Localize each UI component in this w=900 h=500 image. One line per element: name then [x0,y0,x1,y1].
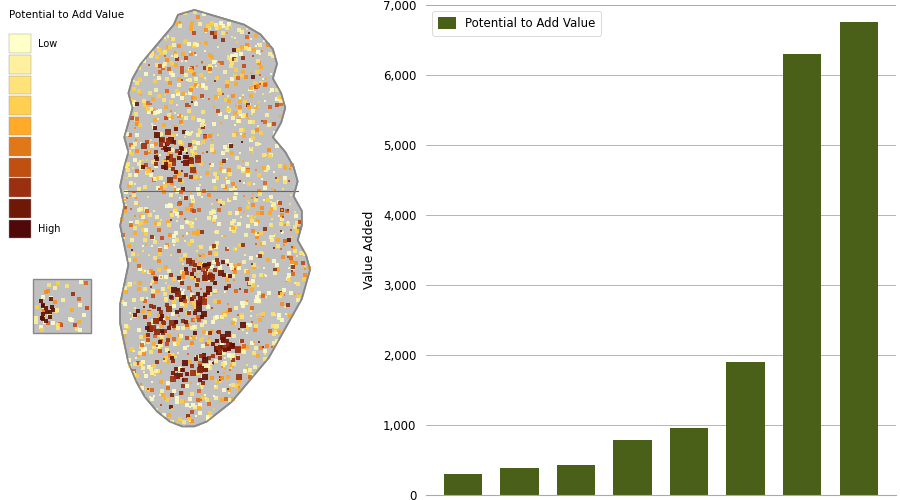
Bar [9,199,32,218]
Bar [9,96,32,115]
Bar [9,178,32,197]
Bar [557,465,595,495]
Text: High: High [38,224,60,234]
Text: Low: Low [38,38,57,48]
Bar [9,34,32,53]
Bar [9,116,32,136]
Bar [840,22,878,495]
Legend: Potential to Add Value: Potential to Add Value [432,11,601,36]
Bar [670,428,708,495]
Bar [614,440,652,495]
Bar [9,158,32,176]
Bar [500,468,539,495]
Bar [783,54,822,495]
Bar [9,138,32,156]
Bar [9,220,32,238]
Bar [9,55,32,74]
Bar [726,362,765,495]
Y-axis label: Value Added: Value Added [364,211,376,289]
Bar [444,474,482,495]
Bar [33,280,91,334]
Polygon shape [120,10,310,426]
Text: Potential to Add Value: Potential to Add Value [9,10,124,20]
Bar [9,76,32,94]
